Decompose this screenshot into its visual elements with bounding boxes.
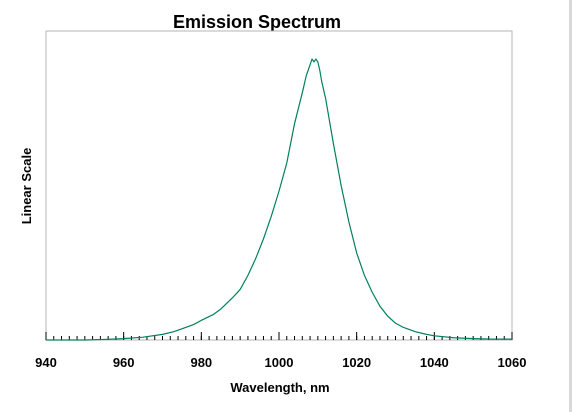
x-tick-label: 960 (113, 355, 135, 370)
y-axis-label: Linear Scale (19, 148, 34, 225)
window-edge (569, 0, 572, 412)
x-tick-label: 1000 (265, 355, 294, 370)
x-tick-label: 1020 (342, 355, 371, 370)
chart-title: Emission Spectrum (173, 12, 341, 32)
x-tick-label: 1060 (498, 355, 527, 370)
x-axis-label: Wavelength, nm (230, 380, 329, 395)
x-tick-label: 940 (35, 355, 57, 370)
x-tick-label: 1040 (420, 355, 449, 370)
x-tick-labels: 940 960 980 1000 1020 1040 1060 (35, 355, 526, 370)
series-line-emission (46, 58, 512, 341)
x-major-ticks (45, 332, 513, 340)
plot-frame (45, 30, 513, 341)
x-tick-label: 980 (190, 355, 212, 370)
